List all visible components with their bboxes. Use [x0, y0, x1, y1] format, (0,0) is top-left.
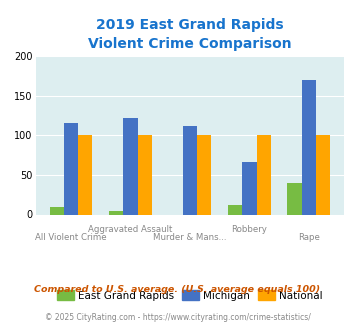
Text: © 2025 CityRating.com - https://www.cityrating.com/crime-statistics/: © 2025 CityRating.com - https://www.city…: [45, 313, 310, 322]
Bar: [183, 126, 197, 214]
Bar: [302, 80, 316, 214]
Bar: [78, 135, 92, 214]
Bar: [228, 205, 242, 215]
Text: Aggravated Assault: Aggravated Assault: [88, 225, 173, 234]
Bar: [109, 211, 123, 215]
Bar: [138, 135, 152, 214]
Bar: [316, 135, 330, 214]
Bar: [64, 123, 78, 214]
Text: Compared to U.S. average. (U.S. average equals 100): Compared to U.S. average. (U.S. average …: [34, 285, 321, 294]
Bar: [257, 135, 271, 214]
Bar: [242, 162, 257, 214]
Text: All Violent Crime: All Violent Crime: [35, 233, 107, 242]
Bar: [288, 183, 302, 214]
Bar: [50, 207, 64, 215]
Text: Murder & Mans...: Murder & Mans...: [153, 233, 227, 242]
Title: 2019 East Grand Rapids
Violent Crime Comparison: 2019 East Grand Rapids Violent Crime Com…: [88, 18, 292, 51]
Legend: East Grand Rapids, Michigan, National: East Grand Rapids, Michigan, National: [53, 286, 327, 305]
Bar: [197, 135, 211, 214]
Text: Rape: Rape: [298, 233, 320, 242]
Text: Robbery: Robbery: [231, 225, 267, 234]
Bar: [123, 118, 138, 214]
